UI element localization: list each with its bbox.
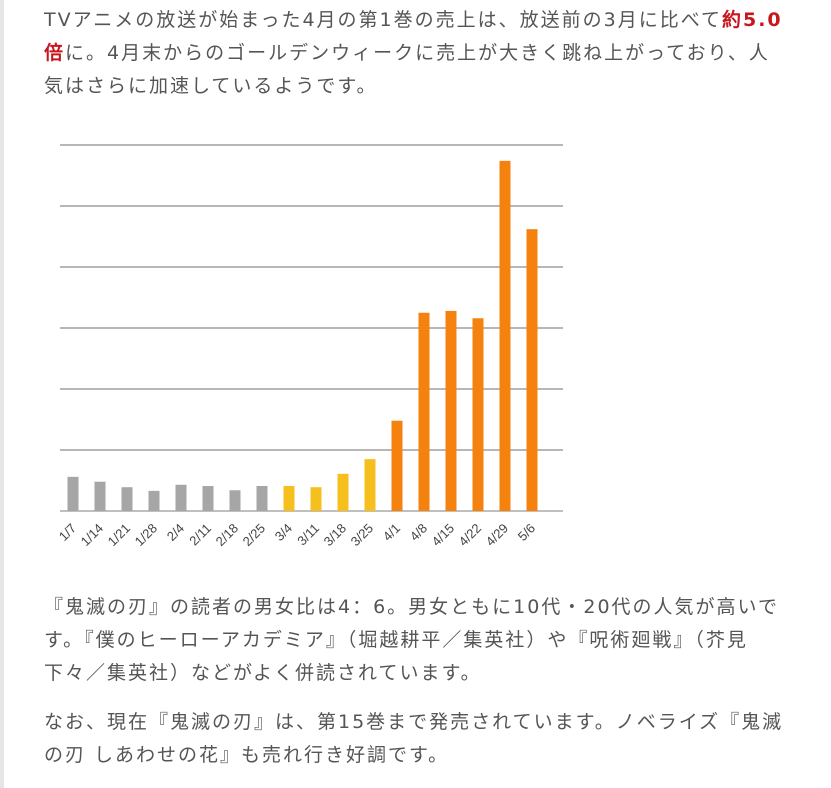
x-tick-label: 4/8 xyxy=(407,521,430,544)
bar-4/29 xyxy=(499,160,511,512)
x-tick-label: 5/6 xyxy=(515,521,538,544)
bar-4/8 xyxy=(418,312,430,511)
x-tick-label: 3/4 xyxy=(272,521,295,544)
text-line: 倍に。4月末からのゴールデンウィークに売上が大きく跳ね上がっており、人 xyxy=(44,37,783,70)
x-tick-label: 4/22 xyxy=(456,521,485,550)
intro-paragraph: TVアニメの放送が始まった4月の第1巻の売上は、放送前の3月に比べて約5.0 倍… xyxy=(44,4,783,103)
bar-4/22 xyxy=(472,318,484,511)
text-line: 下々／集英社）などがよく併読されています。 xyxy=(44,662,482,684)
bar-2/4 xyxy=(175,484,187,511)
x-tick-label: 2/18 xyxy=(213,521,242,550)
bar-2/18 xyxy=(229,490,241,511)
x-tick-label: 2/4 xyxy=(164,521,187,544)
bar-3/4 xyxy=(283,485,295,511)
text-line: の刃 しあわせの花』も売れ行き好調です。 xyxy=(44,744,450,766)
bar-4/1 xyxy=(391,420,403,511)
bar-2/11 xyxy=(202,485,214,511)
text-line: なお、現在『鬼滅の刃』は、第15巻まで発売されています。ノベライズ『鬼滅 xyxy=(44,711,784,733)
bar-3/11 xyxy=(310,487,322,511)
release-paragraph: なお、現在『鬼滅の刃』は、第15巻まで発売されています。ノベライズ『鬼滅 の刃 … xyxy=(44,706,783,772)
bar-1/7 xyxy=(67,476,79,511)
bar-3/18 xyxy=(337,473,349,511)
bar-5/6 xyxy=(526,229,538,511)
bar-1/14 xyxy=(94,481,106,511)
sales-bar-chart: 1/71/141/211/28 2/4 2/112/182/25 3/4 3/113/1… xyxy=(56,144,563,550)
x-tick-label: 3/11 xyxy=(294,521,322,549)
x-tick-label: 2/25 xyxy=(240,521,269,550)
x-tick-label: 1/14 xyxy=(78,521,107,550)
x-tick-label: 1/21 xyxy=(105,521,134,550)
text-line: 気はさらに加速しているようです。 xyxy=(44,75,378,97)
x-tick-label: 4/29 xyxy=(483,521,512,550)
x-tick-label: 4/15 xyxy=(429,521,458,550)
text-line: TVアニメの放送が始まった4月の第1巻の売上は、放送前の3月に比べて約5.0 xyxy=(44,4,783,37)
readers-paragraph: 『鬼滅の刃』の読者の男女比は4：6。男女ともに10代・20代の人気が高いで す。… xyxy=(44,591,779,690)
page-edge xyxy=(0,0,4,788)
emphasis-text: 倍 xyxy=(44,42,66,64)
bar-1/21 xyxy=(121,487,133,511)
x-tick-label: 1/28 xyxy=(132,521,161,550)
bar-4/15 xyxy=(445,310,457,511)
text: TVアニメの放送が始まった4月の第1巻の売上は、放送前の3月に比べて xyxy=(44,9,722,31)
text-line: 『鬼滅の刃』の読者の男女比は4：6。男女ともに10代・20代の人気が高いで xyxy=(44,596,779,618)
text-line: す。『僕のヒーローアカデミア』（堀越耕平／集英社）や『呪術廻戦』（芥見 xyxy=(44,629,748,651)
x-tick-label: 3/25 xyxy=(348,521,377,550)
x-tick-label: 1/7 xyxy=(56,521,79,544)
bar-1/28 xyxy=(148,490,160,511)
x-tick-label: 3/18 xyxy=(321,521,350,550)
bar-3/25 xyxy=(364,459,376,511)
emphasis-text: 約5.0 xyxy=(721,9,783,31)
x-tick-label: 4/1 xyxy=(380,521,403,544)
bar-2/25 xyxy=(256,485,268,511)
x-tick-label: 2/11 xyxy=(186,521,214,549)
text: に。4月末からのゴールデンウィークに売上が大きく跳ね上がっており、人 xyxy=(65,42,770,64)
